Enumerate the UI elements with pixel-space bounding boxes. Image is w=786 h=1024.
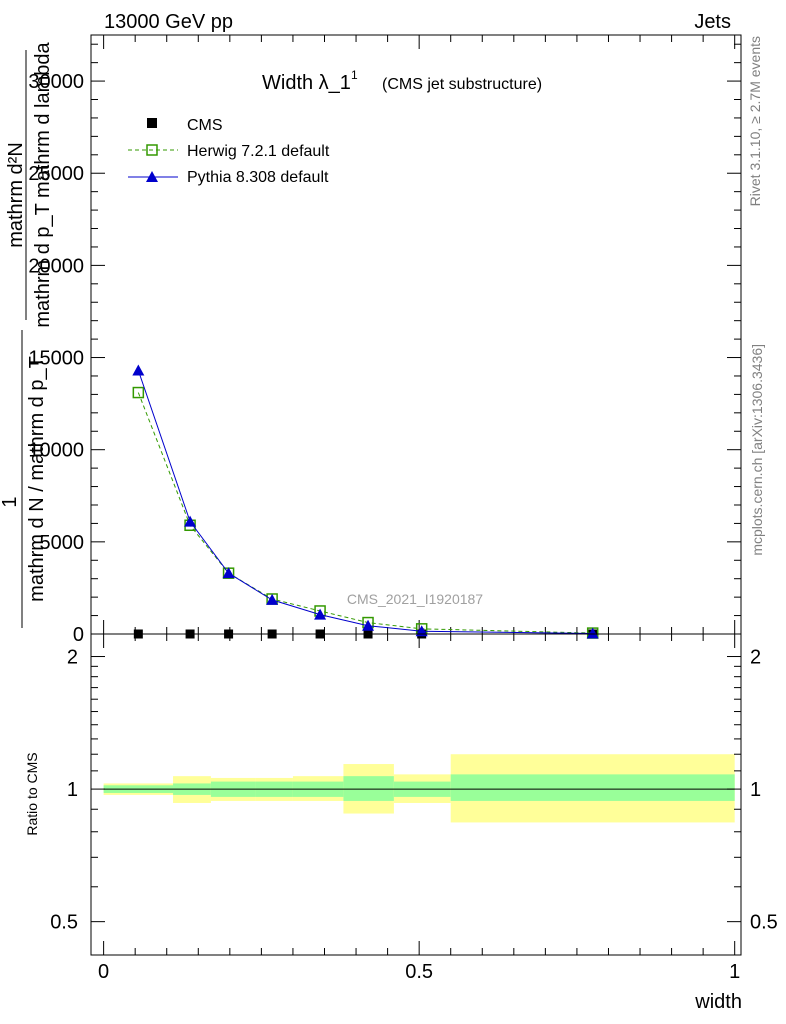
ratio-y-tick-label: 1 bbox=[67, 779, 78, 801]
x-axis-label: width bbox=[694, 991, 742, 1013]
watermark: CMS_2021_I1920187 bbox=[347, 591, 483, 607]
mcplots-label: mcplots.cern.ch [arXiv:1306.3436] bbox=[749, 344, 765, 556]
x-tick-label: 0.5 bbox=[405, 961, 433, 983]
main-y-tick-label: 10000 bbox=[28, 440, 84, 462]
x-tick-label: 1 bbox=[729, 961, 740, 983]
ratio-y-tick-label: 0.5 bbox=[50, 912, 78, 934]
ratio-y-tick-label-right: 2 bbox=[750, 647, 761, 669]
rivet-version-label: Rivet 3.1.10, ≥ 2.7M events bbox=[747, 36, 763, 206]
data-point-pythia bbox=[314, 608, 327, 620]
main-y-tick-label: 15000 bbox=[28, 348, 84, 370]
ylabel-prefix-denominator: mathrm d N / mathrm d p_T bbox=[26, 356, 48, 602]
data-point-pythia bbox=[222, 567, 235, 579]
band-inner-7 bbox=[450, 774, 735, 801]
ratio-y-tick-label: 2 bbox=[67, 647, 78, 669]
data-point-pythia bbox=[362, 619, 375, 631]
legend-label-cms: CMS bbox=[187, 117, 223, 134]
band-inner-5 bbox=[343, 776, 394, 801]
x-tick-label: 0 bbox=[98, 961, 109, 983]
data-point-pythia bbox=[266, 593, 279, 605]
chart-subtitle: (CMS jet substructure) bbox=[382, 76, 542, 93]
ratio-y-axis-label: Ratio to CMS bbox=[24, 752, 40, 835]
ratio-y-tick-label-right: 0.5 bbox=[750, 912, 778, 934]
legend-label-pythia: Pythia 8.308 default bbox=[187, 169, 329, 186]
legend-label-herwig: Herwig 7.2.1 default bbox=[187, 143, 330, 160]
process-label: Jets bbox=[694, 11, 731, 33]
y-axis-label-main: 1 mathrm d N / mathrm d p_T mathrm d²N m… bbox=[0, 41, 54, 628]
tick-marks bbox=[91, 35, 741, 955]
legend-marker-cms bbox=[147, 118, 157, 128]
ylabel-denominator: mathrm d p_T mathrm d lambda bbox=[32, 41, 54, 327]
legend: CMS Herwig 7.2.1 default Pythia 8.308 de… bbox=[128, 117, 330, 186]
ratio-bands bbox=[103, 754, 735, 823]
data-point-pythia bbox=[586, 627, 599, 639]
ratio-plot-frame bbox=[90, 633, 742, 956]
data-point-pythia bbox=[184, 515, 197, 527]
data-point-pythia bbox=[415, 625, 428, 637]
ratio-y-tick-label-right: 1 bbox=[750, 779, 761, 801]
main-y-tick-label: 5000 bbox=[40, 532, 85, 554]
data-point-herwig bbox=[132, 386, 145, 399]
legend-marker-herwig bbox=[146, 144, 158, 156]
main-y-tick-label: 30000 bbox=[28, 71, 84, 93]
legend-marker-pythia bbox=[146, 171, 158, 182]
chart-title: Width λ_11 bbox=[262, 68, 358, 94]
main-y-tick-label: 25000 bbox=[28, 163, 84, 185]
energy-label: 13000 GeV pp bbox=[104, 11, 233, 33]
main-y-tick-label: 0 bbox=[73, 624, 84, 646]
series-line-2 bbox=[137, 370, 593, 634]
main-y-tick-label: 20000 bbox=[28, 255, 84, 277]
data-point-pythia bbox=[132, 364, 145, 376]
ylabel-prefix-numerator: 1 bbox=[0, 496, 21, 507]
ylabel-numerator: mathrm d²N bbox=[5, 142, 27, 248]
tick-labels: 0 0.5 1 0 5000 10000 15000 20000 25000 30000 0.5 0.… bbox=[28, 71, 777, 983]
